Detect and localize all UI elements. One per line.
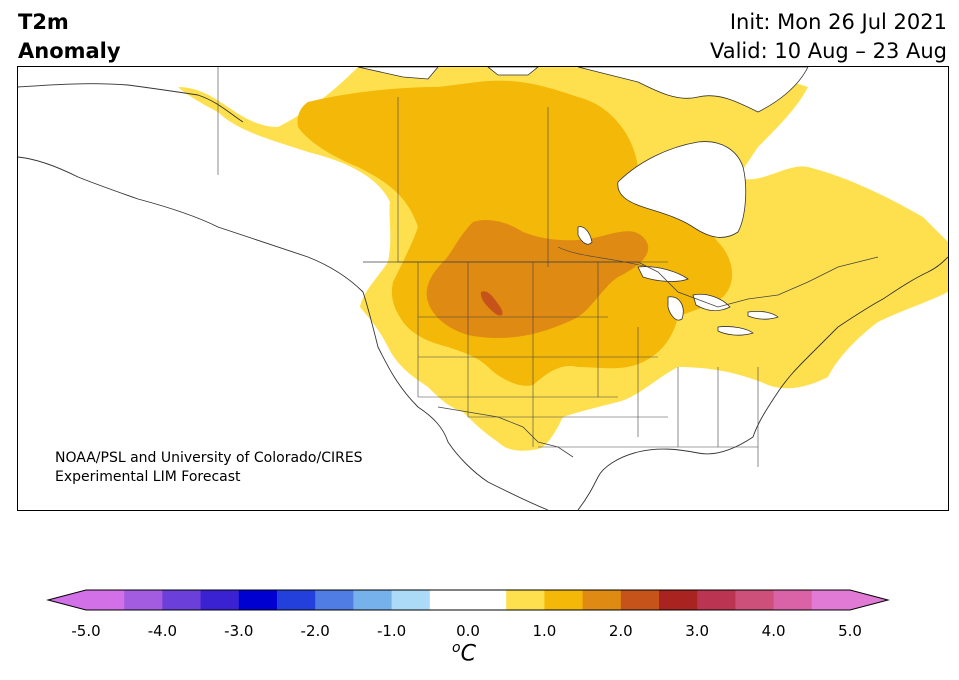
colorbar-tick-label: 3.0 — [685, 622, 710, 640]
colorbar-bin — [468, 590, 507, 610]
colorbar-over-arrow — [850, 590, 888, 610]
colorbar-tick-label: -4.0 — [147, 622, 178, 640]
colorbar-bin — [659, 590, 698, 610]
colorbar-bin — [277, 590, 316, 610]
colorbar-tick-label: 5.0 — [838, 622, 862, 640]
colorbar — [46, 589, 890, 611]
colorbar-bin — [353, 590, 393, 610]
anomaly-region-1.5-2.0 — [426, 220, 649, 338]
colorbar-bin — [697, 590, 736, 610]
colorbar-unit: oC — [452, 640, 476, 666]
credit-line-2: Experimental LIM Forecast — [55, 469, 241, 485]
title-line-1: T2m — [18, 10, 69, 34]
hudson-bay — [617, 141, 747, 238]
colorbar-bin — [200, 590, 240, 610]
credit-line-1: NOAA/PSL and University of Colorado/CIRE… — [55, 450, 363, 466]
colorbar-bin — [315, 590, 354, 610]
colorbar-tick-label: -2.0 — [300, 622, 330, 640]
title-line-2: Anomaly — [18, 39, 121, 63]
data-credit: NOAA/PSL and University of Colorado/CIRE… — [55, 449, 363, 487]
colorbar-outline — [46, 589, 890, 611]
coastline — [18, 83, 948, 510]
colorbar-bin — [506, 590, 545, 610]
colorbar-tick-label: 4.0 — [761, 622, 786, 640]
us-mexico-border — [437, 406, 574, 458]
colorbar-tick-label: 0.0 — [456, 622, 480, 640]
colorbar-tick-label: 2.0 — [608, 622, 633, 640]
degree-symbol: o — [452, 640, 461, 656]
anomaly-map[interactable] — [17, 66, 949, 511]
colorbar-bin — [544, 590, 584, 610]
great-lakes — [637, 266, 779, 336]
colorbar-under-arrow — [48, 590, 86, 610]
colorbar-bin — [735, 590, 775, 610]
map-title: T2m Anomaly — [18, 8, 121, 66]
colorbar-bin — [773, 590, 813, 610]
init-date: Init: Mon 26 Jul 2021 — [729, 10, 947, 34]
lake-winnipeg — [577, 226, 593, 245]
colorbar-bin — [582, 590, 622, 610]
colorbar-tick-label: -5.0 — [71, 622, 101, 640]
colorbar-tick-label: -3.0 — [224, 622, 254, 640]
forecast-dates: Init: Mon 26 Jul 2021 Valid: 10 Aug – 23… — [710, 8, 947, 66]
colorbar-tick-label: -1.0 — [376, 622, 407, 640]
map-canvas — [18, 67, 948, 510]
us-canada-border — [363, 256, 879, 308]
colorbar-bin — [86, 590, 125, 610]
unit-letter: C — [460, 641, 476, 667]
colorbar-bin — [162, 590, 202, 610]
colorbar-bin — [620, 590, 660, 610]
northern-islands — [357, 67, 809, 113]
colorbar-tick-label: 1.0 — [532, 622, 557, 640]
state-province-boundaries — [217, 67, 759, 467]
colorbar-bin — [811, 590, 851, 610]
colorbar-bin — [429, 590, 469, 610]
anomaly-region-2.0-2.5 — [480, 291, 503, 316]
valid-range: Valid: 10 Aug – 23 Aug — [709, 39, 947, 63]
colorbar-bin — [124, 590, 163, 610]
colorbar-bin — [238, 590, 278, 610]
colorbar-bin — [391, 590, 431, 610]
